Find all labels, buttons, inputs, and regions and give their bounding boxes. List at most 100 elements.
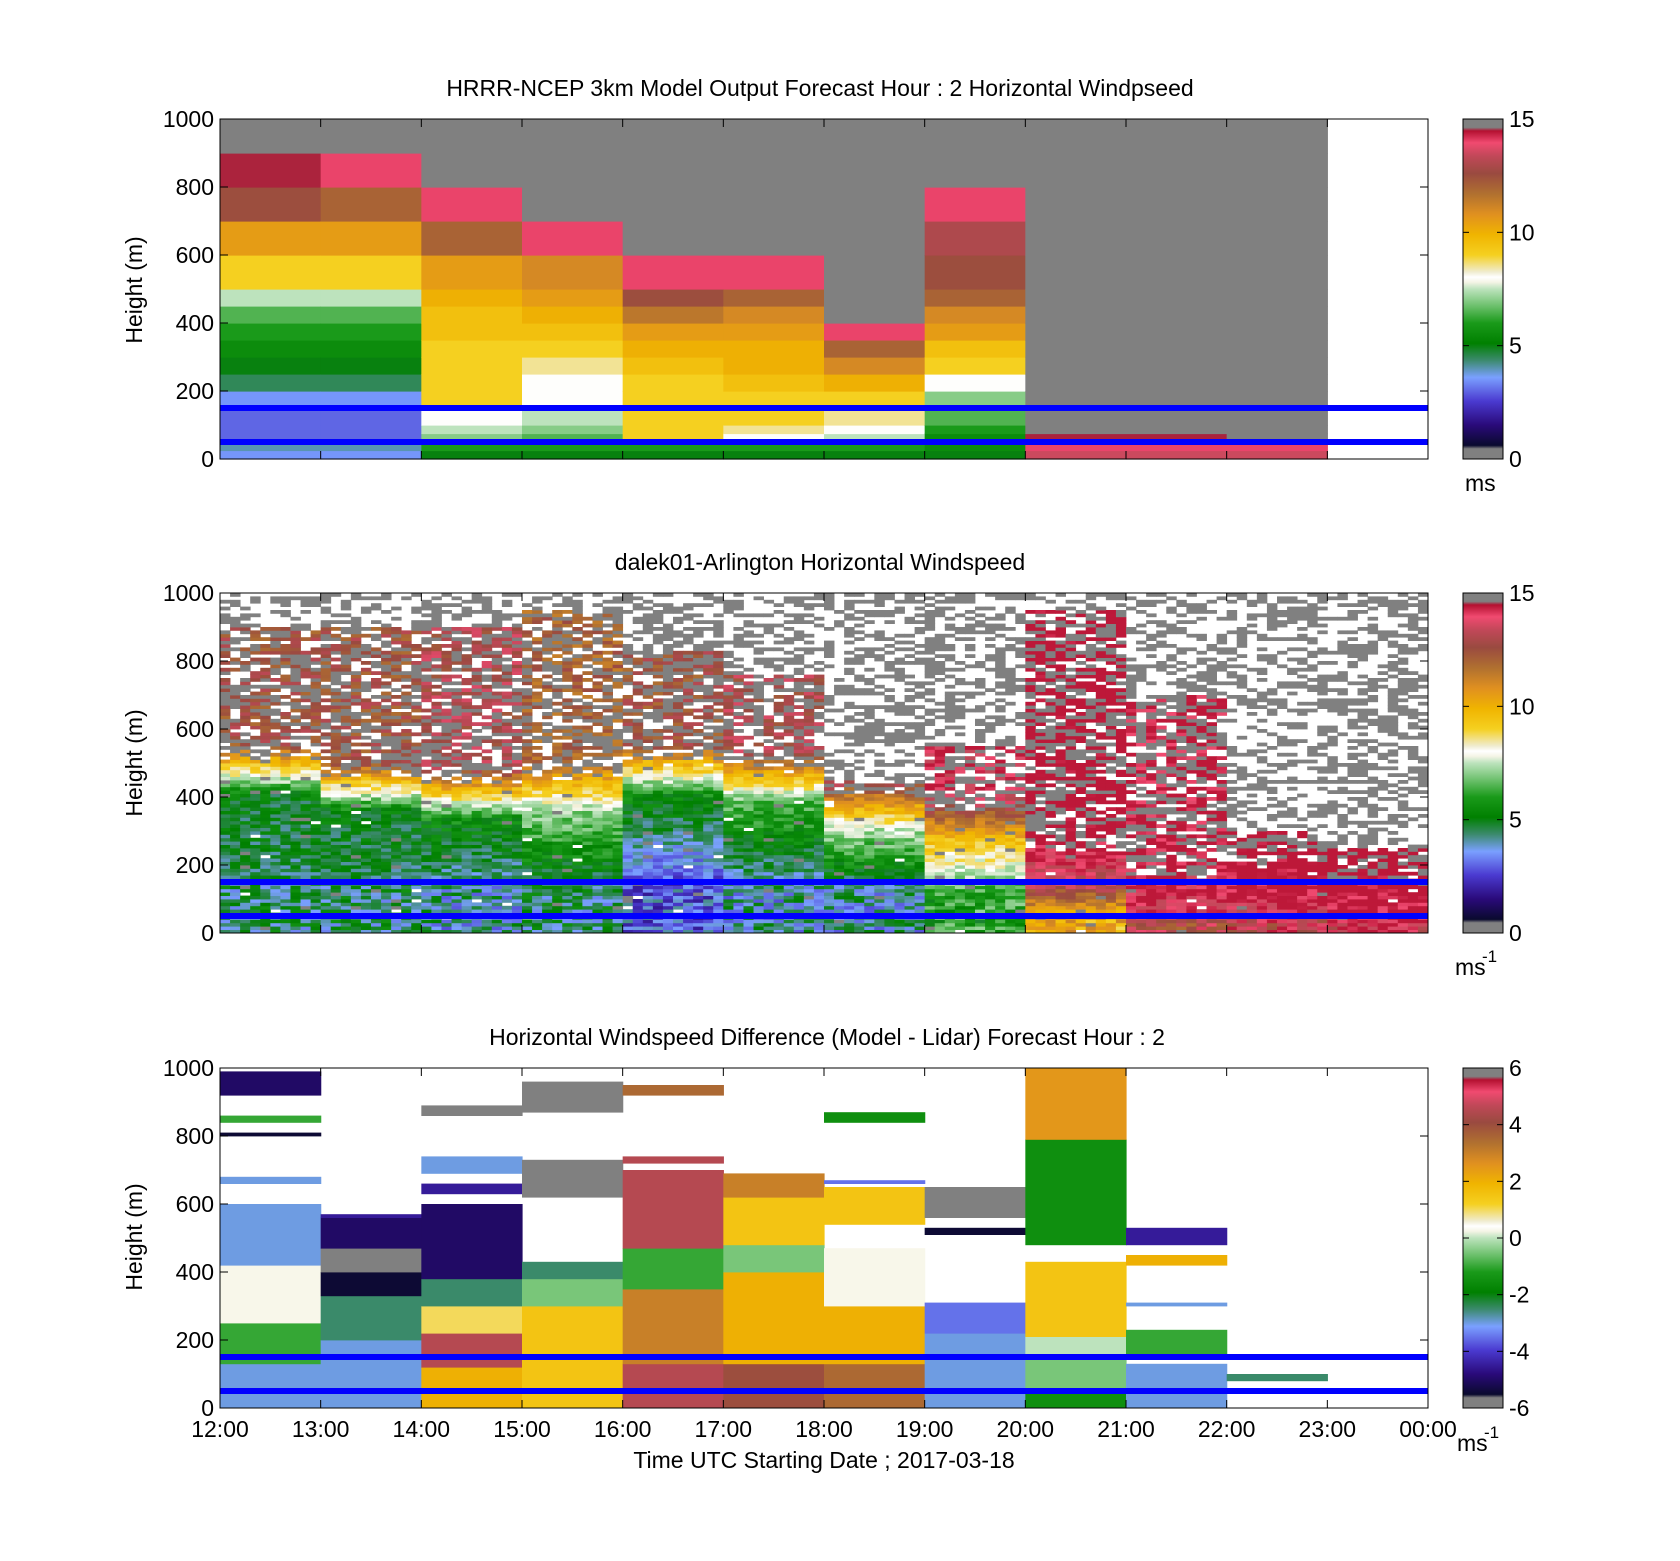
panel2-cell [280, 858, 291, 862]
panel2-cell [421, 810, 432, 815]
panel2-cell [733, 810, 744, 815]
panel2-cell [763, 800, 775, 805]
panel2-cell [642, 667, 654, 672]
panel2-cell [713, 633, 724, 638]
panel2-cell [662, 929, 674, 934]
panel2-cell [401, 691, 412, 696]
panel2-cell [300, 671, 311, 675]
panel2-cell [753, 681, 764, 686]
panel2-cell [230, 831, 241, 835]
panel2-cell [562, 793, 573, 798]
panel2-cell [220, 718, 231, 723]
panel2-cell [401, 637, 412, 641]
panel2-cell [481, 654, 493, 658]
panel2-cell [642, 841, 654, 845]
panel2-cell [733, 899, 744, 903]
panel2-cell [451, 654, 462, 658]
panel2-cell [310, 773, 322, 777]
panel2-cell [260, 667, 271, 672]
panel1-cell [1126, 119, 1228, 154]
panel2-cell [542, 647, 553, 652]
panel2-cell [783, 786, 795, 791]
panel2-cell [451, 848, 462, 852]
panel2-cell [773, 831, 785, 835]
panel2-cell [612, 599, 624, 604]
panel2-cell [260, 865, 271, 869]
panel2-cell [743, 841, 754, 845]
panel2-cell [300, 888, 311, 893]
panel2-cell [733, 769, 744, 774]
panel2-cell [683, 868, 694, 873]
panel2-cell [320, 735, 332, 740]
panel2-cell [260, 627, 271, 631]
panel2-cell [340, 807, 352, 811]
panel2-cell [491, 817, 503, 822]
panel2-cell [260, 729, 271, 733]
panel2-cell [270, 783, 281, 788]
panel2-cell [320, 797, 332, 801]
panel2-cell [602, 814, 613, 818]
panel2-cell [330, 780, 342, 784]
panel2-cell [230, 603, 241, 607]
panel2-cell [441, 725, 452, 730]
panel2-cell [260, 630, 271, 635]
panel2-cell [763, 756, 775, 760]
panel2-cell [350, 701, 362, 706]
panel2-cell [290, 841, 301, 845]
panel2-cell [693, 817, 704, 822]
panel2-cell [230, 780, 241, 784]
panel2-cell [582, 783, 593, 788]
panel2-cell [320, 647, 332, 652]
panel2-cell [693, 647, 704, 652]
panel1-cell [421, 425, 523, 435]
panel2-cell [491, 888, 503, 893]
panel2-cell [713, 837, 724, 842]
panel2-cell [441, 678, 452, 682]
panel2-cell [481, 637, 493, 641]
panel2-cell [401, 793, 412, 798]
panel2-cell [411, 630, 422, 635]
panel2-cell [371, 701, 382, 706]
panel2-cell [582, 746, 593, 750]
panel2-cell [421, 603, 432, 607]
panel1-cell [1126, 357, 1228, 375]
panel2-cell [411, 922, 422, 927]
panel1-cell [522, 289, 624, 307]
panel2-cell [431, 633, 442, 638]
panel2-cell [371, 820, 382, 825]
panel2-cell [562, 647, 573, 652]
panel2-cell [411, 814, 422, 818]
panel2-cell [441, 739, 452, 743]
panel2-cell [371, 929, 382, 934]
panel2-cell [713, 640, 724, 645]
panel2-cell [642, 644, 654, 648]
panel2-cell [401, 875, 412, 879]
panel2-cell [582, 905, 593, 910]
panel2-cell [743, 773, 754, 777]
panel2-cell [693, 729, 704, 733]
panel2-cell [401, 926, 412, 930]
panel2-cell [340, 793, 352, 798]
panel2-cell [220, 647, 231, 652]
panel2-cell [471, 844, 483, 849]
panel2-cell [703, 844, 714, 849]
panel2-cell [330, 871, 342, 876]
panel2-cell [360, 786, 372, 791]
panel2-cell [602, 613, 613, 618]
panel2-cell [733, 820, 744, 825]
panel2-cell [723, 888, 734, 893]
panel1-cell [924, 340, 1026, 358]
panel2-cell [632, 807, 644, 811]
panel2-cell [451, 729, 462, 733]
panel2-cell [290, 783, 301, 788]
panel2-cell [320, 780, 332, 784]
panel2-cell [652, 593, 664, 597]
panel2-cell [310, 759, 322, 764]
panel2-cell [371, 831, 382, 835]
panel2-cell [632, 746, 644, 750]
panel2-cell [220, 837, 231, 842]
panel2-cell [310, 803, 322, 808]
panel2-cell [662, 871, 674, 876]
panel2-cell [703, 817, 714, 822]
panel2-cell [713, 749, 724, 754]
